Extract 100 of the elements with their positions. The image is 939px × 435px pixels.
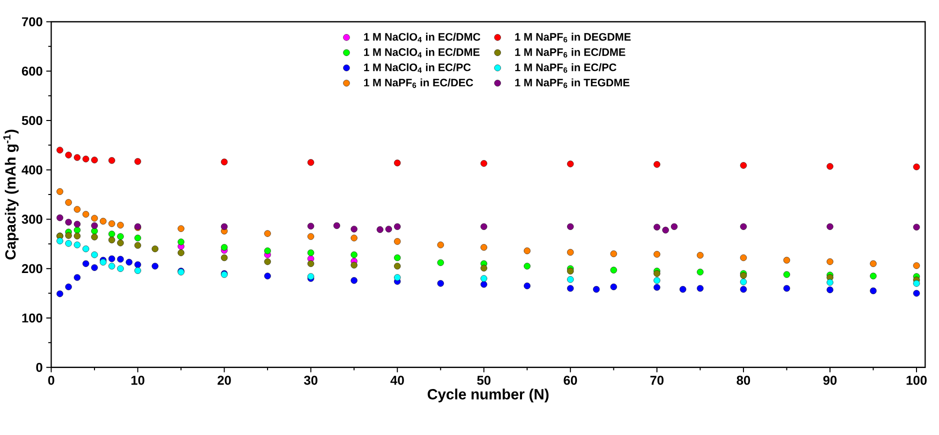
point [826,223,834,230]
point [350,234,358,242]
legend-label: 1 M NaPF$_{6}$ in EC/DEC [364,78,474,88]
point [567,276,574,283]
point [826,162,834,170]
point [65,198,72,206]
point [740,254,747,261]
point [65,151,72,158]
point [394,238,401,245]
point [308,232,314,240]
x-tick-label: 50 [477,376,490,385]
point [394,262,401,270]
point [308,222,314,230]
y-tick-label: 700 [22,16,42,26]
point [65,218,72,226]
point [108,262,116,270]
point [567,284,574,292]
point [350,276,358,284]
point [264,272,271,280]
point [74,154,80,161]
point [134,158,142,165]
point [394,159,401,166]
x-tick-label: 20 [218,376,231,385]
point [308,158,314,166]
point [56,146,64,154]
point [117,256,124,262]
point [126,258,132,266]
point [394,274,401,281]
y-tick-label: 300 [22,214,42,224]
point [65,232,72,239]
point [117,239,124,246]
point [480,223,488,230]
point [220,158,228,166]
point [117,232,124,240]
point [108,236,116,244]
point [178,238,184,246]
point [740,286,747,292]
point [610,266,617,274]
point [740,162,747,168]
legend-label: 1 M NaPF$_{6}$ in DEGDME [515,32,631,42]
point [91,214,98,222]
point [56,214,64,221]
point [680,286,686,292]
point [91,156,98,164]
x-tick-label: 90 [823,376,837,385]
point [593,286,600,292]
point [108,255,116,262]
point [567,268,574,274]
legend-label: 1 M NaClO$_{4}$ in EC/DMC [364,32,480,42]
point [826,278,834,286]
y-tick-label: 500 [22,116,42,125]
point [670,223,678,230]
point [74,220,80,228]
point [100,218,106,224]
point [178,249,184,256]
y-tick-label: 200 [22,264,42,273]
point [826,258,834,265]
point [264,247,271,254]
point [783,270,790,278]
x-tick-label: 70 [650,376,664,385]
point [437,280,444,286]
x-tick-label: 30 [304,376,318,385]
point [350,262,358,268]
point [117,222,124,228]
legend-label: 1 M NaPF$_{6}$ in EC/DME [515,48,626,58]
point [662,226,669,234]
point [913,290,920,296]
point [610,250,617,257]
x-tick-label: 100 [906,376,927,385]
point [65,283,72,290]
point [913,262,920,269]
point [524,282,530,289]
point [117,265,124,272]
y-tick-label: 400 [22,165,42,174]
point [108,220,116,227]
point [376,226,384,233]
point [220,254,228,261]
point [740,223,747,230]
point [740,278,747,286]
point [437,259,444,266]
point [91,222,98,229]
x-tick-label: 10 [131,376,144,385]
point [134,261,142,268]
point [524,247,530,254]
point [108,156,116,164]
x-tick-label: 40 [390,376,404,385]
legend-label: 1 M NaPF$_{6}$ in EC/PC [515,63,616,73]
point [82,245,90,252]
point [152,245,158,252]
point [394,254,401,261]
point [524,262,530,270]
point [56,188,64,195]
legend-label: 1 M NaPF$_{6}$ in TEGDME [515,78,630,88]
point [74,241,80,248]
point [654,160,660,168]
point [696,252,704,258]
point [82,210,90,218]
point [480,264,488,272]
point [350,251,358,258]
point [264,230,271,237]
